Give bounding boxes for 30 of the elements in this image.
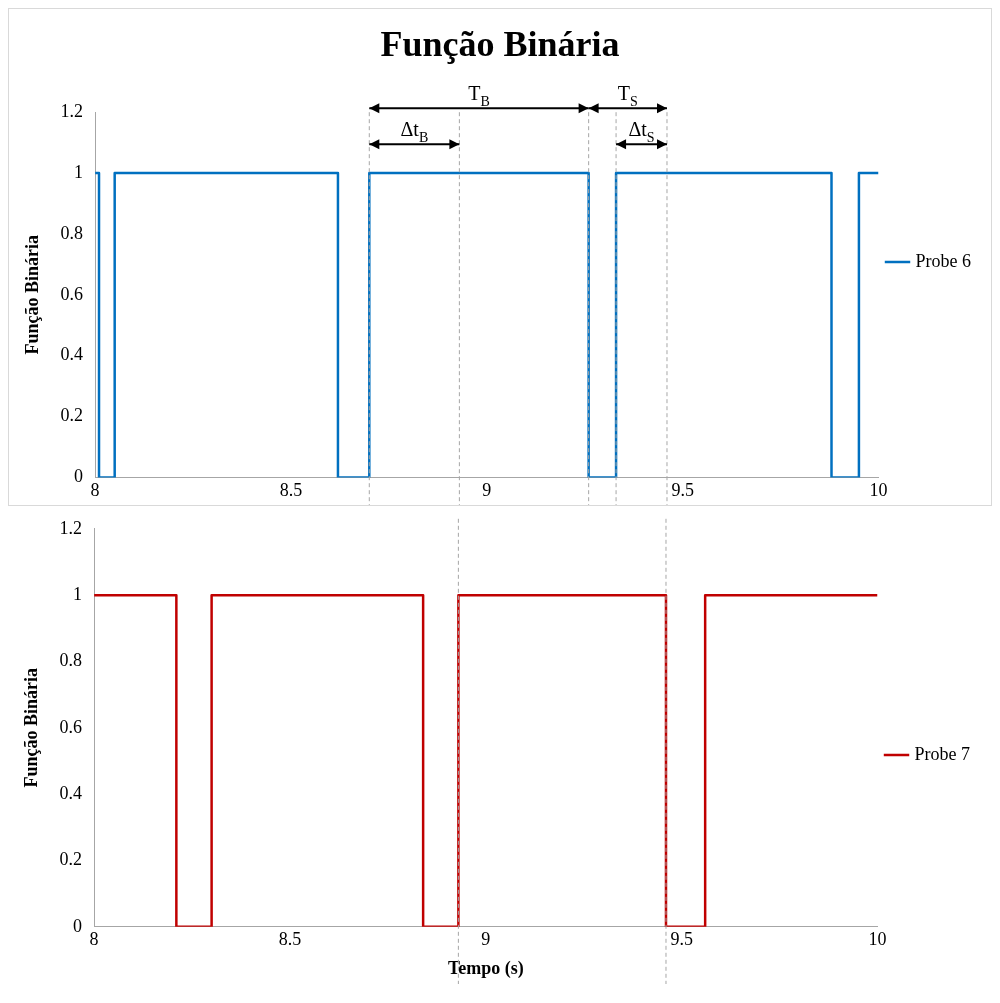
x-axis-title: Tempo (s) — [447, 957, 524, 979]
y-tick-label: 1 — [73, 583, 83, 604]
x-tick-label: 8 — [90, 479, 100, 500]
x-tick-label: 8.5 — [279, 479, 303, 500]
y-tick-label: 1.2 — [59, 517, 83, 538]
y-tick-label: 0 — [73, 915, 83, 936]
x-tick-label: 9.5 — [670, 929, 693, 950]
x-tick-label: 9.5 — [671, 479, 694, 500]
y-tick-label: 0.8 — [60, 222, 84, 243]
x-tick-label: 10 — [868, 929, 887, 950]
y-tick-label: 0.8 — [59, 650, 83, 671]
x-tick-label: 8 — [89, 929, 99, 950]
y-tick-label: 0 — [74, 466, 84, 487]
y-tick-label: 0.6 — [59, 716, 83, 737]
y-axis-title: Função Binária — [21, 668, 42, 788]
x-tick-label: 9 — [482, 479, 492, 500]
x-tick-label: 8.5 — [278, 929, 302, 950]
y-tick-label: 1.2 — [60, 100, 84, 121]
y-tick-label: 0.4 — [59, 782, 83, 803]
legend-label: Probe 7 — [914, 743, 971, 764]
x-tick-label: 10 — [869, 479, 888, 500]
y-axis-title: Função Binária — [22, 235, 43, 355]
y-tick-label: 0.6 — [60, 283, 84, 304]
legend-label: Probe 6 — [915, 250, 972, 271]
y-tick-label: 0.2 — [59, 849, 83, 870]
y-tick-label: 0.2 — [60, 405, 84, 426]
chart-title: Função Binária — [380, 23, 620, 64]
x-tick-label: 9 — [481, 929, 491, 950]
y-tick-label: 1 — [74, 161, 84, 182]
y-tick-label: 0.4 — [60, 344, 84, 365]
